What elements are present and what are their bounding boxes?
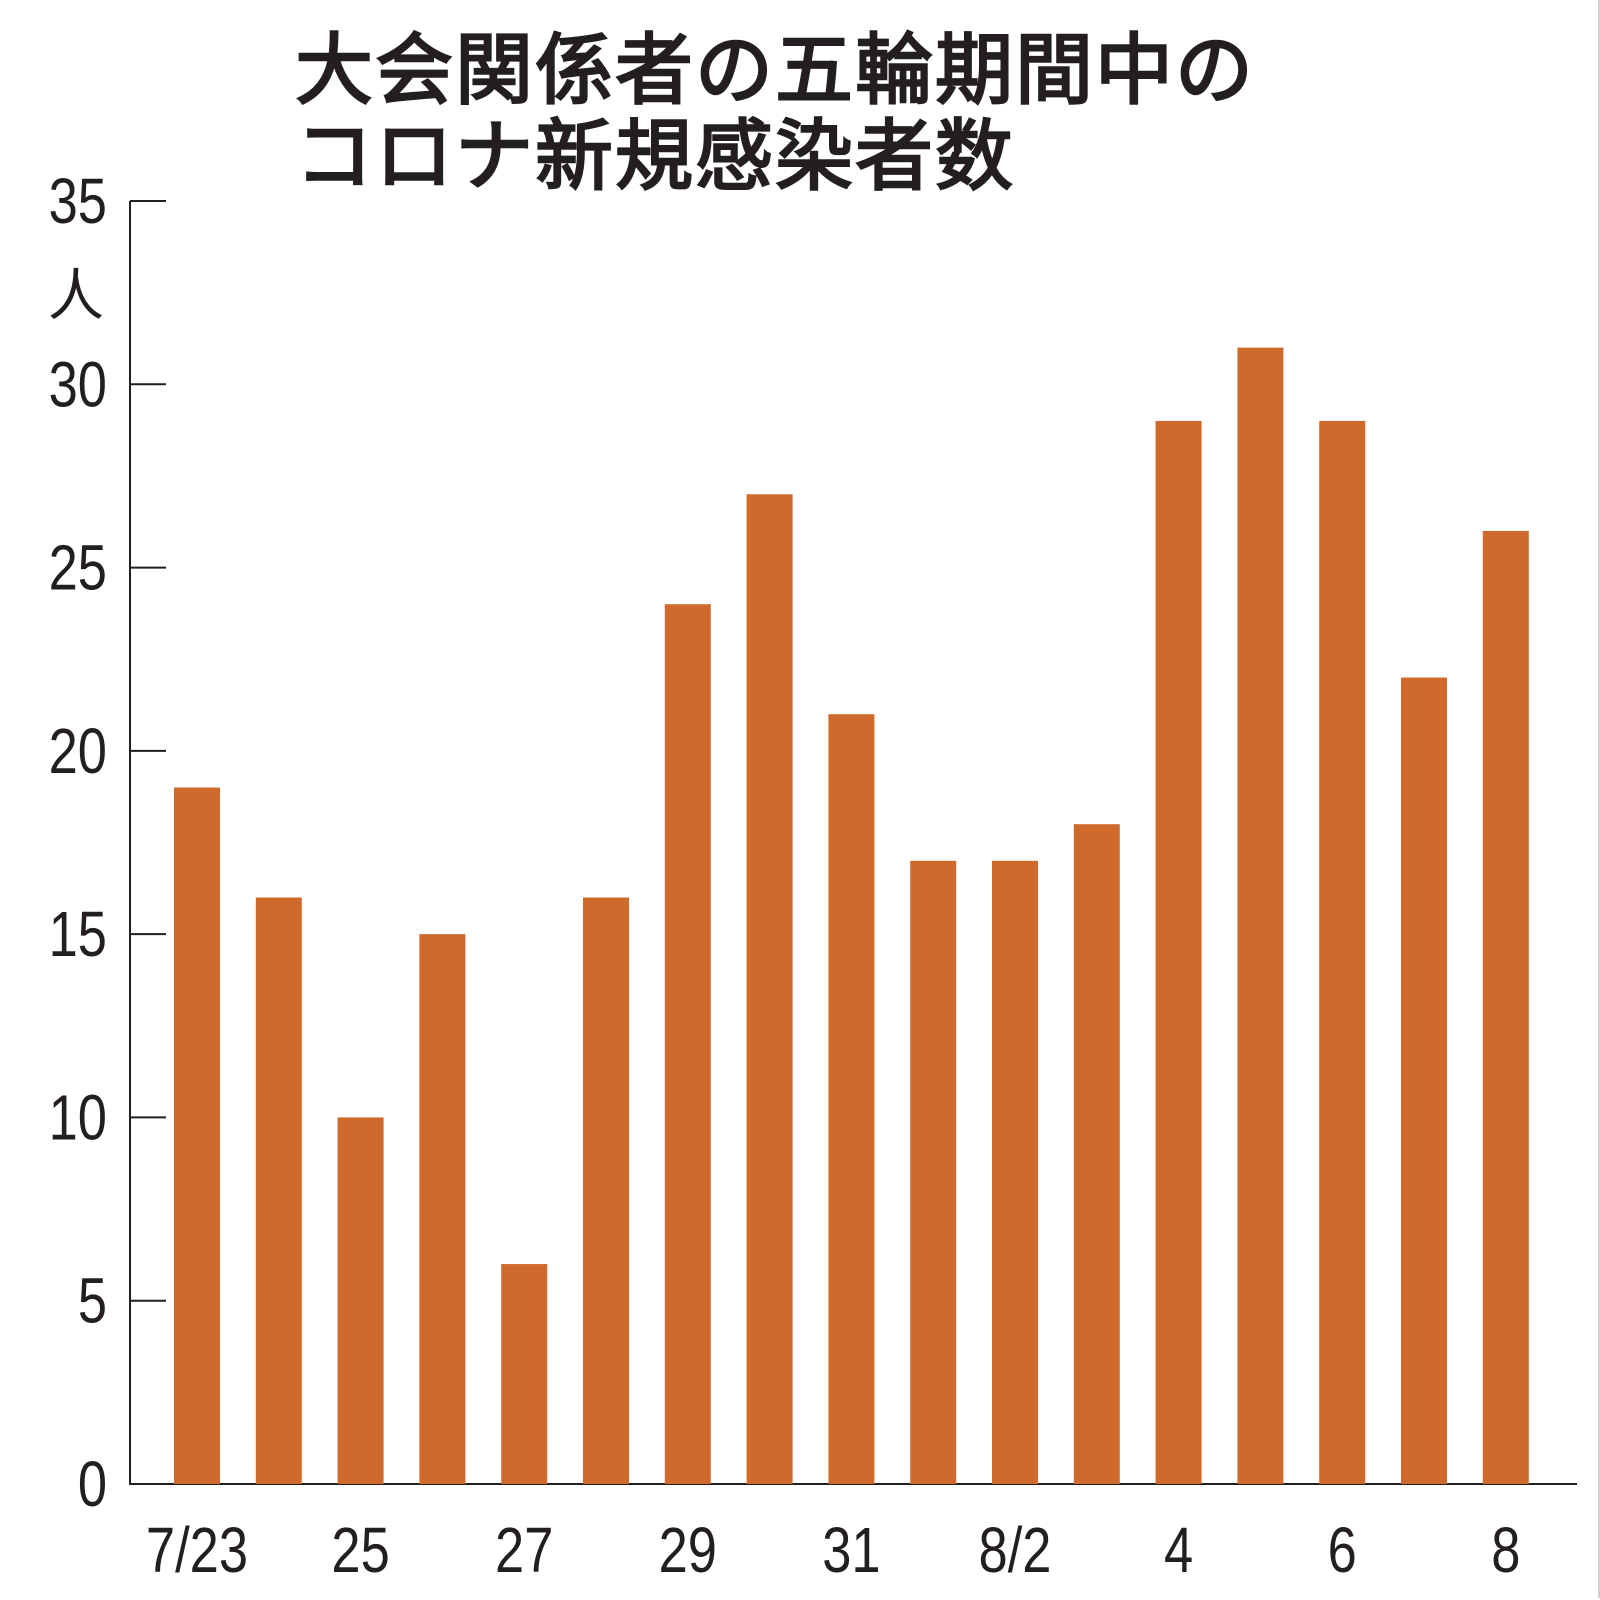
y-tick-label: 15 xyxy=(49,899,107,970)
y-tick-label: 5 xyxy=(78,1266,107,1337)
x-tick-label: 7/23 xyxy=(146,1515,248,1586)
x-tick-label: 31 xyxy=(822,1515,880,1586)
bar xyxy=(174,787,220,1484)
chart-title: 大会関係者の五輪期間中の コロナ新規感染者数 xyxy=(295,28,1255,200)
bar xyxy=(419,934,466,1484)
x-tick-label: 29 xyxy=(659,1515,717,1586)
y-tick-label: 20 xyxy=(49,716,107,787)
y-tick-label: 35 xyxy=(49,166,107,237)
bar xyxy=(337,1117,384,1484)
y-axis: 0 5 10 15 20 25 30 35 xyxy=(49,166,166,1520)
x-axis: 7/23 25 27 29 31 8/2 4 6 8 xyxy=(130,1483,1577,1586)
chart-title-line-2: コロナ新規感染者数 xyxy=(295,112,1016,202)
bar xyxy=(1073,824,1120,1484)
chart-title-line-1: 大会関係者の五輪期間中の xyxy=(295,26,1256,116)
bars xyxy=(174,347,1529,1485)
bar xyxy=(746,494,793,1484)
x-tick-label: 6 xyxy=(1328,1515,1357,1586)
x-tick-label: 8/2 xyxy=(979,1515,1052,1586)
bar xyxy=(1401,677,1447,1484)
x-tick-label: 25 xyxy=(331,1515,389,1586)
y-axis-unit-label: 人 xyxy=(48,264,104,329)
bar xyxy=(1319,420,1366,1484)
y-tick-label: 0 xyxy=(78,1449,107,1520)
bar xyxy=(1237,347,1284,1485)
bar xyxy=(910,860,957,1484)
bar xyxy=(1482,530,1529,1484)
y-tick-label: 30 xyxy=(49,349,107,420)
bar xyxy=(583,897,629,1484)
x-tick-label: 4 xyxy=(1164,1515,1193,1586)
bar xyxy=(992,860,1038,1484)
bar xyxy=(255,897,302,1484)
bar xyxy=(828,714,875,1484)
bar xyxy=(501,1264,548,1484)
bar xyxy=(664,604,711,1484)
bar xyxy=(1155,420,1202,1484)
y-tick-label: 25 xyxy=(49,533,107,604)
x-tick-label: 27 xyxy=(495,1515,553,1586)
x-tick-label: 8 xyxy=(1491,1515,1520,1586)
y-tick-label: 10 xyxy=(49,1083,107,1154)
